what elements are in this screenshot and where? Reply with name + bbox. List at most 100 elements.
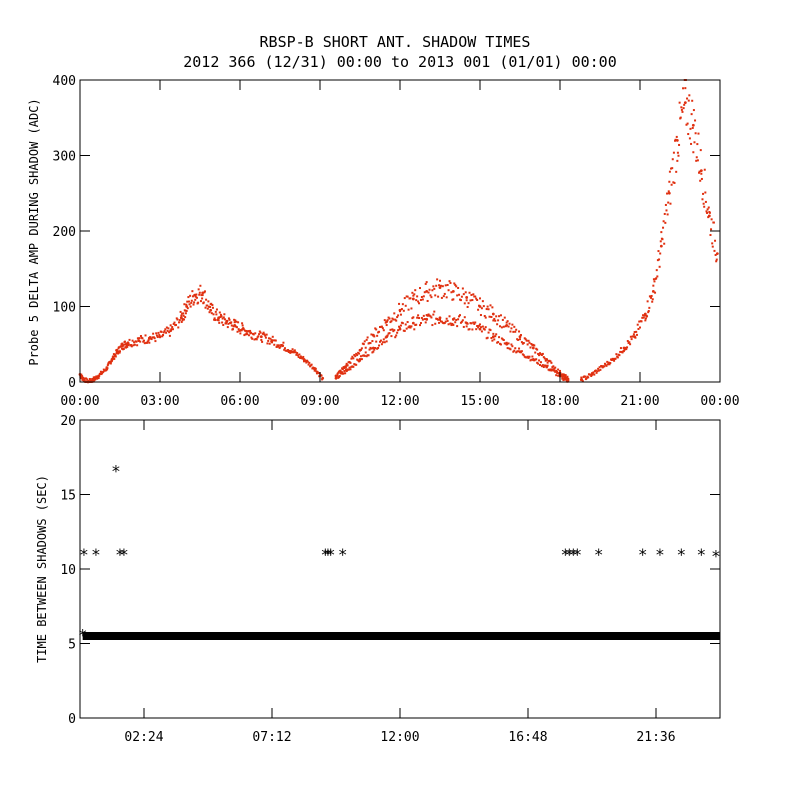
data-point: [282, 341, 285, 344]
data-point: [274, 339, 277, 342]
data-point: [414, 289, 417, 292]
data-point: [278, 346, 281, 349]
data-point: [475, 297, 478, 300]
data-point: [360, 358, 363, 361]
data-point: [565, 378, 568, 381]
data-point: [655, 277, 658, 280]
data-point: [123, 340, 126, 343]
data-point: [291, 348, 294, 351]
bottom-x-tick-label: 21:36: [636, 730, 675, 745]
data-point: [403, 329, 406, 332]
top-y-tick-label: 300: [53, 150, 76, 165]
data-point: [695, 159, 698, 162]
data-point: [126, 341, 130, 345]
data-point: [408, 325, 411, 328]
data-point: [377, 346, 380, 349]
data-point: [271, 341, 273, 344]
data-point: [385, 324, 388, 327]
data-point: [537, 362, 540, 365]
data-point: [240, 329, 243, 332]
data-point: [687, 99, 690, 102]
data-point: [438, 316, 442, 320]
data-point: [659, 252, 662, 255]
data-point: [289, 351, 292, 354]
data-point: [264, 336, 267, 339]
data-point: [699, 149, 702, 152]
data-point: [647, 311, 650, 314]
data-point: [598, 366, 601, 369]
data-point: [217, 316, 221, 320]
data-point: [678, 143, 681, 146]
data-point: [218, 321, 221, 324]
data-point: [680, 106, 683, 109]
data-point: [518, 335, 522, 339]
data-point: [607, 361, 610, 364]
data-point: [483, 328, 486, 331]
data-point: [490, 315, 493, 318]
data-point: [579, 378, 583, 382]
data-point: [399, 324, 402, 327]
data-point: [178, 319, 181, 322]
data-point: [708, 211, 711, 214]
data-point: [715, 252, 719, 256]
data-point: [512, 330, 515, 333]
data-point: [188, 303, 191, 306]
data-point: [410, 325, 413, 328]
data-point: [181, 318, 184, 321]
data-point: [238, 329, 241, 332]
data-point: [386, 319, 389, 322]
data-point: [622, 346, 626, 350]
data-point: [351, 355, 354, 358]
data-point: [165, 331, 168, 334]
data-point: [699, 169, 703, 173]
data-point: [699, 179, 702, 182]
data-point: [157, 331, 160, 334]
data-point: *: [321, 545, 331, 564]
data-point: [213, 318, 216, 321]
data-point: [518, 330, 521, 333]
data-point: [139, 340, 142, 343]
data-point: [505, 342, 509, 346]
data-point: [471, 328, 474, 331]
data-point: [369, 342, 372, 345]
data-point: [141, 337, 144, 340]
data-point: [263, 333, 266, 336]
data-point: [553, 367, 556, 370]
data-point: [279, 345, 282, 348]
data-point: [540, 354, 543, 357]
data-point: [543, 357, 546, 360]
data-point: [629, 335, 632, 338]
data-point: [630, 338, 633, 341]
data-point: [557, 374, 560, 377]
data-point: [423, 318, 426, 321]
data-point: [136, 344, 139, 347]
data-point: [391, 328, 394, 331]
data-point: [421, 298, 424, 301]
data-point: [95, 377, 97, 380]
data-point: [596, 370, 599, 373]
data-point: [308, 361, 311, 364]
data-point: [401, 303, 404, 306]
data-point: [364, 346, 367, 349]
data-point: [143, 342, 146, 345]
data-point: [363, 340, 366, 343]
data-point: [706, 211, 709, 214]
data-point: [201, 294, 204, 297]
data-point: [482, 305, 485, 308]
data-point: [231, 328, 234, 331]
data-point: [340, 371, 343, 374]
data-point: *: [78, 626, 88, 645]
data-point: [531, 357, 535, 361]
data-point: [201, 297, 204, 300]
data-point: [390, 335, 393, 338]
data-point: [564, 374, 567, 377]
data-point: [712, 221, 715, 224]
data-point: [459, 299, 462, 302]
data-point: [260, 339, 263, 342]
data-point: [91, 378, 95, 382]
data-point: [147, 336, 151, 340]
data-point: [256, 336, 259, 339]
data-point: [703, 168, 706, 171]
data-point: *: [323, 545, 333, 564]
data-point: [614, 357, 617, 360]
